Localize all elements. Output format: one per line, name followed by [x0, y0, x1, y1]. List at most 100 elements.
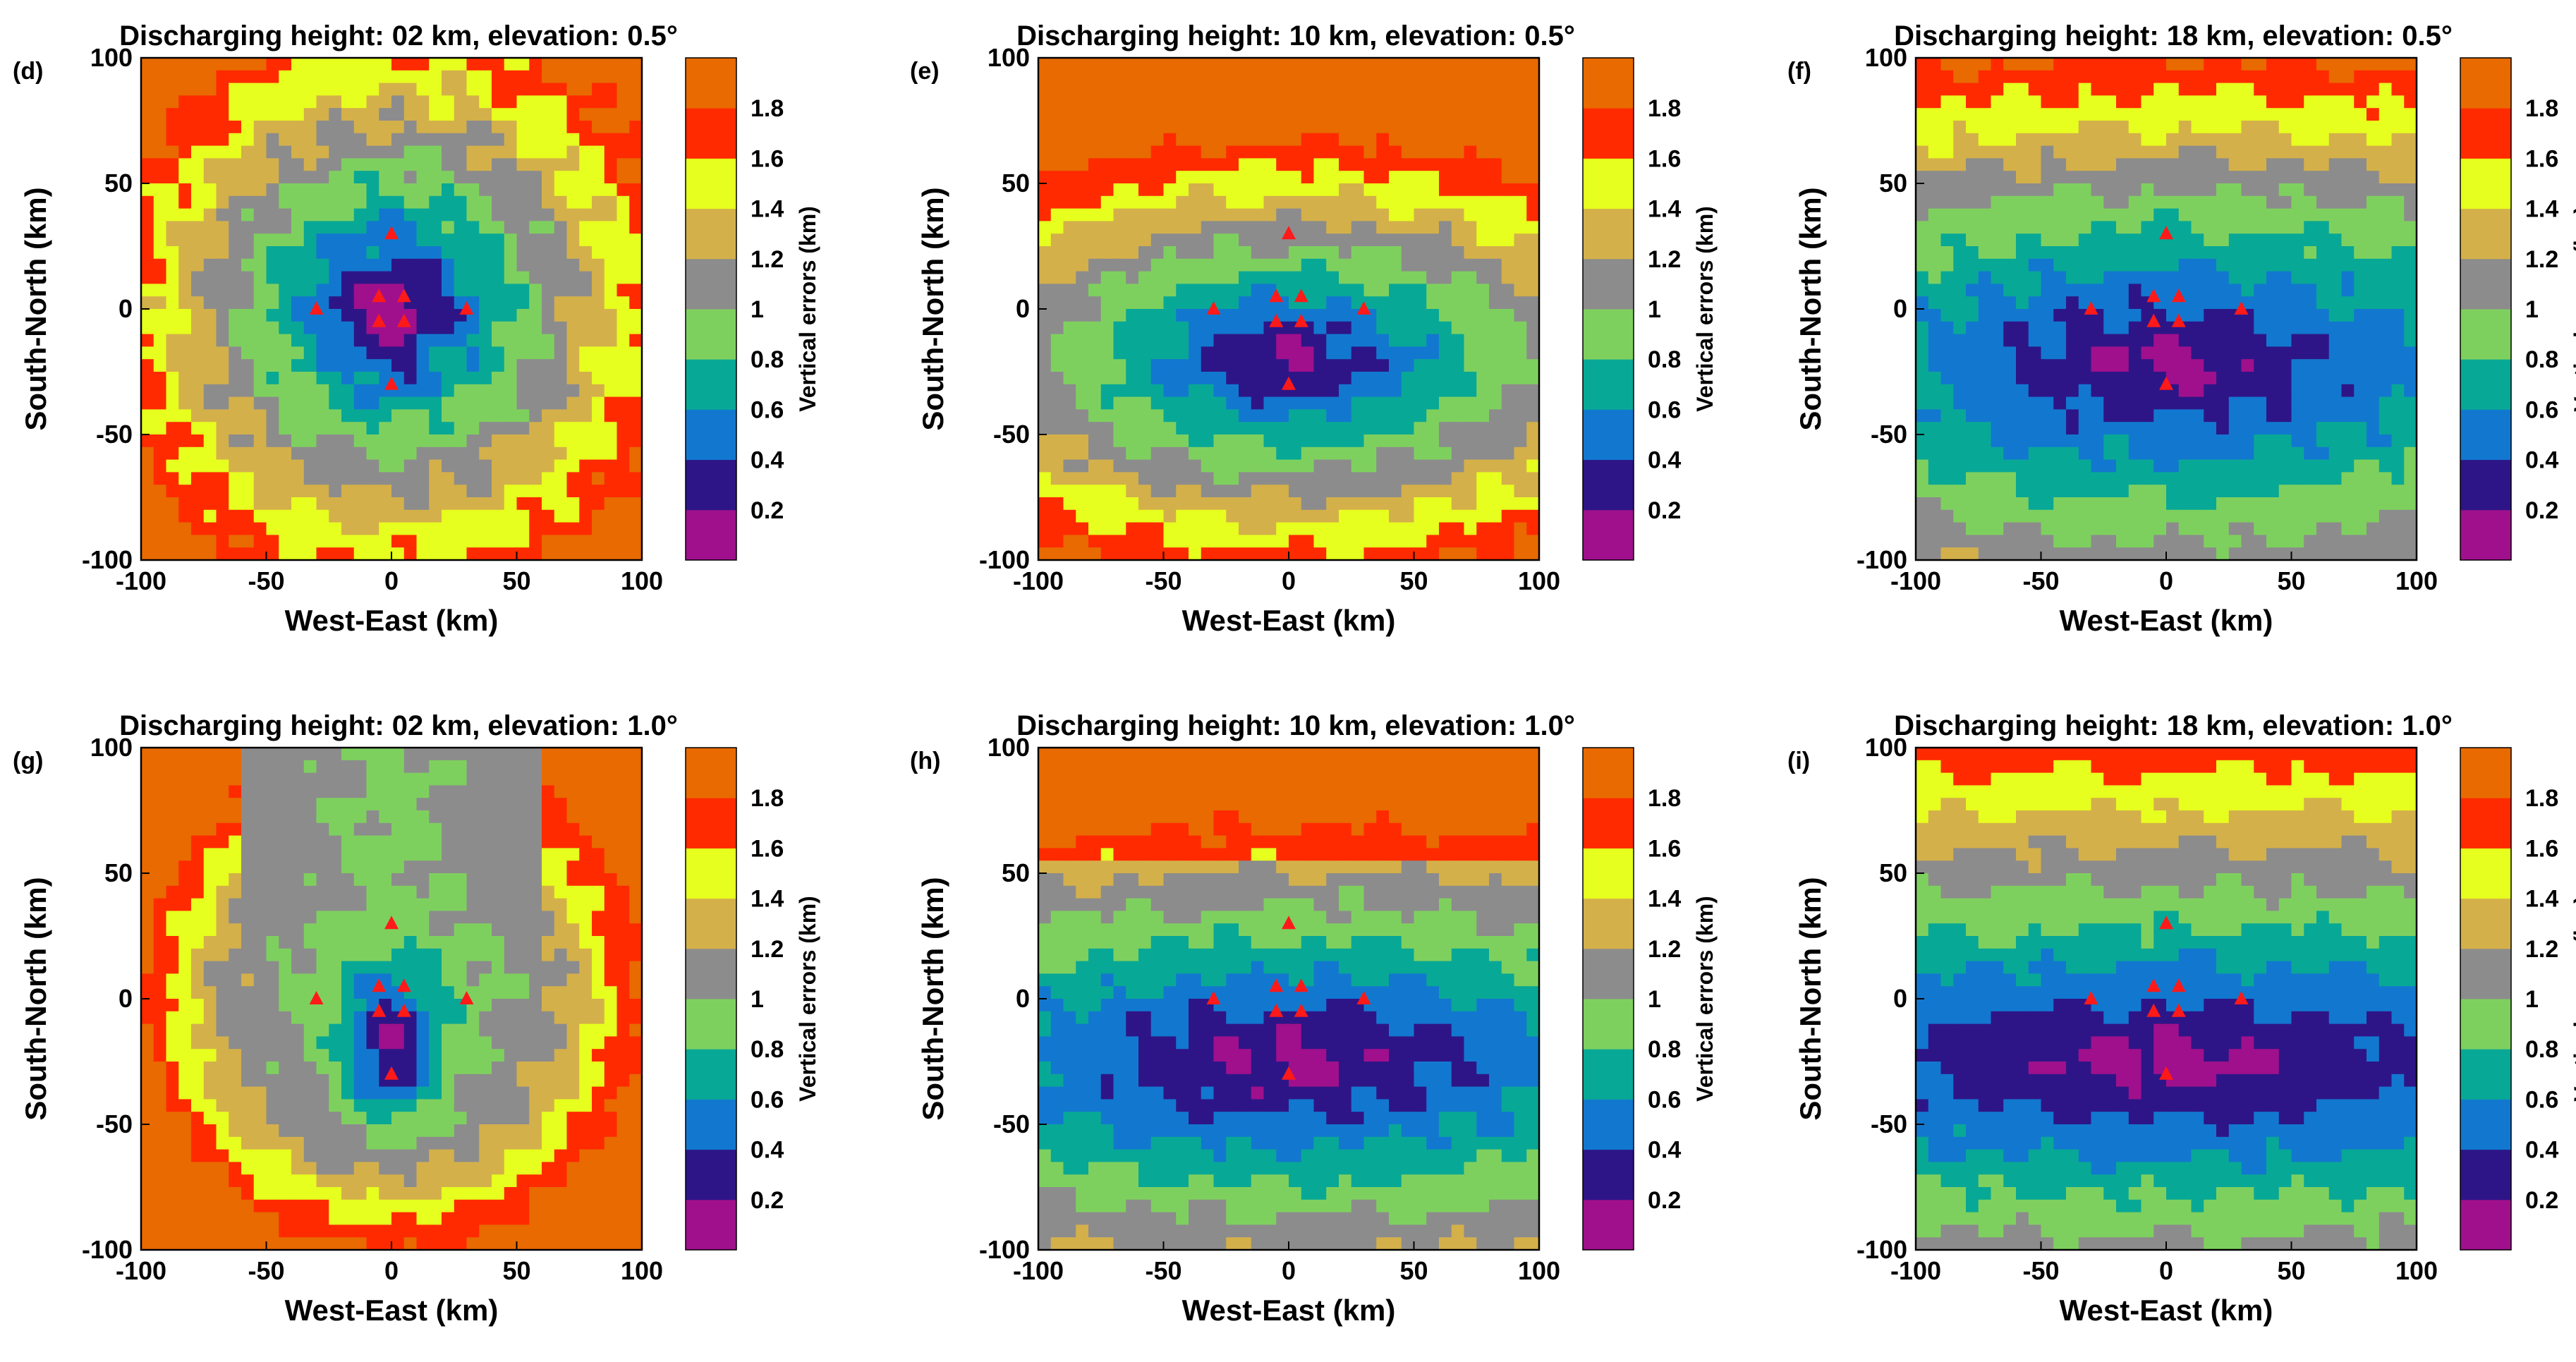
contour-cell — [2178, 522, 2192, 535]
contour-cell — [616, 409, 630, 422]
contour-cell — [2254, 284, 2267, 297]
contour-cell — [1126, 95, 1139, 109]
contour-cell — [1501, 422, 1515, 435]
contour-cell — [2266, 372, 2280, 385]
contour-cell — [454, 346, 468, 360]
contour-cell — [1339, 171, 1352, 184]
contour-cell — [442, 195, 455, 209]
contour-cell — [2266, 459, 2280, 473]
contour-cell — [1100, 434, 1114, 448]
contour-cell — [1339, 509, 1352, 523]
contour-cell — [2304, 233, 2317, 247]
contour-cell — [2103, 409, 2117, 422]
contour-cell — [1100, 359, 1114, 372]
contour-cell — [1213, 396, 1227, 410]
contour-cell — [1050, 346, 1064, 360]
contour-cell — [2053, 296, 2067, 310]
contour-cell — [1263, 171, 1277, 184]
contour-cell — [2391, 459, 2405, 473]
contour-cell — [1363, 208, 1377, 221]
contour-cell — [466, 121, 480, 134]
contour-cell — [2266, 208, 2280, 221]
contour-cell — [504, 334, 518, 347]
contour-cell — [2066, 246, 2079, 260]
contour-cell — [366, 271, 379, 284]
contour-cell — [1189, 58, 1202, 71]
contour-cell — [1489, 522, 1502, 535]
contour-cell — [291, 748, 305, 761]
contour-cell — [1201, 83, 1215, 96]
contour-cell — [429, 171, 442, 184]
contour-cell — [1289, 485, 1302, 498]
contour-cell — [141, 359, 154, 372]
contour-cell — [379, 171, 392, 184]
contour-cell — [291, 372, 305, 385]
contour-cell — [2341, 221, 2355, 234]
contour-cell — [1038, 233, 1052, 247]
contour-cell — [2404, 171, 2417, 184]
contour-cell — [579, 522, 593, 535]
contour-cell — [241, 372, 255, 385]
contour-cell — [2304, 145, 2317, 159]
colorbar-tick-label: 0.2 — [1648, 497, 1681, 524]
contour-cell — [1251, 535, 1265, 548]
contour-cell — [229, 271, 242, 284]
contour-cell — [2141, 497, 2154, 511]
contour-cell — [2241, 108, 2254, 121]
contour-cell — [366, 171, 379, 184]
contour-cell — [341, 359, 355, 372]
contour-cell — [1514, 409, 1527, 422]
contour-cell — [1451, 145, 1465, 159]
contour-cell — [2178, 509, 2192, 523]
contour-cell — [629, 459, 643, 473]
contour-cell — [1100, 509, 1114, 523]
contour-cell — [479, 158, 492, 171]
contour-cell — [1476, 485, 1490, 498]
contour-cell — [1076, 497, 1089, 511]
colorbar-tick-label: 1.6 — [2525, 145, 2558, 172]
contour-cell — [429, 108, 442, 121]
contour-cell — [2128, 83, 2142, 96]
contour-cell — [429, 233, 442, 247]
contour-cell — [592, 334, 605, 347]
contour-cell — [203, 70, 217, 84]
contour-cell — [2078, 485, 2092, 498]
contour-cell — [253, 497, 267, 511]
contour-cell — [1489, 334, 1502, 347]
contour-cell — [178, 434, 192, 448]
contour-cell — [2116, 221, 2130, 234]
contour-cell — [2191, 459, 2204, 473]
contour-cell — [554, 145, 568, 159]
contour-cell — [529, 472, 542, 485]
contour-cell — [1439, 171, 1452, 184]
contour-cell — [2354, 309, 2367, 322]
contour-cell — [1414, 434, 1427, 448]
contour-cell — [229, 748, 242, 761]
contour-cell — [229, 535, 242, 548]
contour-cell — [2178, 183, 2192, 197]
contour-cell — [216, 446, 229, 461]
contour-cell — [1526, 472, 1540, 485]
contour-cell — [2378, 145, 2393, 159]
contour-cell — [241, 183, 255, 197]
contour-cell — [203, 409, 217, 422]
contour-cell — [554, 284, 568, 297]
contour-cell — [629, 70, 643, 84]
contour-cell — [2254, 83, 2267, 96]
contour-cell — [253, 108, 267, 121]
contour-cell — [629, 95, 643, 109]
contour-cell — [454, 384, 468, 398]
contour-cell — [2378, 396, 2393, 410]
contour-cell — [1113, 246, 1126, 260]
contour-cell — [2254, 195, 2267, 209]
contour-cell — [153, 108, 167, 121]
contour-cell — [266, 372, 279, 385]
contour-cell — [1339, 233, 1352, 247]
contour-cell — [629, 422, 643, 435]
contour-cell — [2153, 509, 2167, 523]
contour-cell — [1928, 70, 1942, 84]
contour-cell — [141, 158, 154, 171]
contour-cell — [1514, 309, 1527, 322]
contour-cell — [153, 70, 167, 84]
